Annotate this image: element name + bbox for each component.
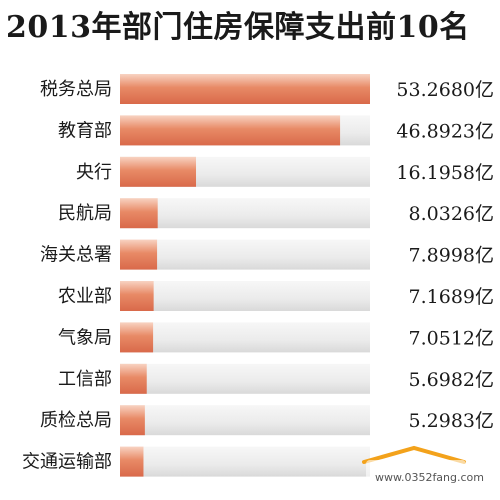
bar bbox=[120, 239, 158, 270]
watermark: www.0352fang.com bbox=[344, 444, 494, 484]
value-label: 53.2680亿 bbox=[396, 79, 494, 101]
watermark-url: www.0352fang.com bbox=[372, 471, 486, 484]
bar-track bbox=[120, 446, 370, 477]
bar-track bbox=[120, 405, 370, 436]
bar bbox=[120, 115, 341, 146]
value-label: 5.6982亿 bbox=[409, 369, 494, 391]
category-label: 民航局 bbox=[58, 203, 112, 224]
category-label: 气象局 bbox=[58, 327, 112, 348]
bar bbox=[120, 363, 147, 394]
bar bbox=[120, 156, 197, 187]
category-label: 农业部 bbox=[58, 286, 112, 307]
category-label: 海关总署 bbox=[40, 245, 112, 266]
bar bbox=[120, 281, 154, 311]
value-label: 8.0326亿 bbox=[409, 203, 494, 225]
value-labels: 53.2680亿 46.8923亿 16.1958亿 8.0326亿 7.8998亿 7.… bbox=[396, 79, 494, 432]
bar-track bbox=[120, 239, 370, 270]
value-label: 7.0512亿 bbox=[409, 327, 494, 349]
category-label: 税务总局 bbox=[40, 79, 112, 100]
bar bbox=[120, 198, 158, 229]
bar-track bbox=[120, 198, 370, 229]
value-label: 5.2983亿 bbox=[409, 410, 494, 432]
bar-track bbox=[120, 363, 370, 394]
bar bbox=[120, 322, 154, 353]
value-label: 16.1958亿 bbox=[396, 162, 494, 184]
category-label: 央行 bbox=[76, 162, 112, 183]
category-label: 工信部 bbox=[58, 369, 112, 390]
bar bbox=[120, 405, 145, 436]
chart-title: 2013年部门住房保障支出前10名 bbox=[6, 10, 470, 45]
bars bbox=[120, 74, 370, 477]
bar bbox=[120, 446, 144, 477]
category-label: 教育部 bbox=[58, 120, 112, 141]
value-label: 7.8998亿 bbox=[409, 245, 494, 267]
bar bbox=[120, 74, 370, 104]
bar-track bbox=[120, 281, 370, 311]
category-label: 质检总局 bbox=[40, 410, 112, 431]
value-label: 7.1689亿 bbox=[409, 286, 494, 308]
category-label: 交通运输部 bbox=[22, 452, 112, 473]
bar-track bbox=[120, 322, 370, 353]
value-label: 46.8923亿 bbox=[396, 120, 494, 142]
